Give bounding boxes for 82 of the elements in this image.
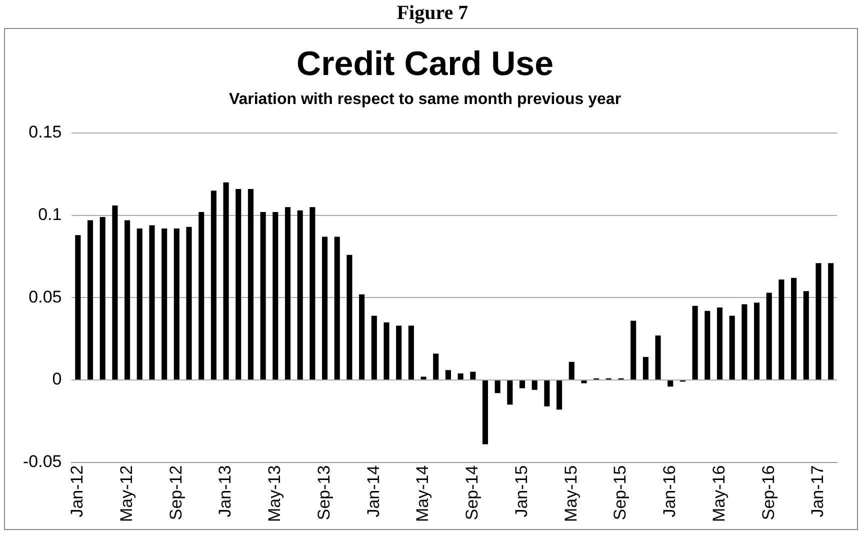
bar <box>433 354 439 380</box>
bar <box>112 205 118 380</box>
bar <box>544 380 550 406</box>
bar <box>692 306 698 380</box>
bar <box>272 212 278 380</box>
bar <box>174 228 180 380</box>
x-tick-label: May-12 <box>116 465 136 522</box>
bar <box>420 376 426 380</box>
x-tick-label: May-15 <box>561 465 580 522</box>
bar <box>581 380 587 384</box>
bar <box>778 280 784 380</box>
x-tick-label: Sep-15 <box>610 465 630 520</box>
bar <box>630 320 636 380</box>
bar <box>655 336 661 380</box>
bar <box>729 316 735 380</box>
x-tick-label: Jan-12 <box>68 465 87 518</box>
bar <box>100 216 106 380</box>
bar <box>828 263 834 380</box>
bar <box>260 212 266 380</box>
y-tick-label: 0.05 <box>28 287 62 306</box>
bar <box>642 356 648 380</box>
bar <box>766 292 772 380</box>
x-tick-label: Sep-14 <box>462 465 482 520</box>
bar <box>186 226 192 380</box>
bar <box>396 326 402 380</box>
bar <box>310 207 316 380</box>
x-tick-label: Jan-15 <box>512 465 531 518</box>
bar <box>816 263 822 380</box>
bar <box>322 236 328 380</box>
x-tick-label: Jan-16 <box>660 465 680 518</box>
bar <box>668 380 674 387</box>
bar <box>334 236 340 380</box>
bar <box>470 372 476 380</box>
y-tick-label: 0 <box>52 370 62 389</box>
bar <box>445 370 451 380</box>
bar <box>742 304 748 380</box>
bar <box>556 380 562 410</box>
bar <box>494 380 500 394</box>
bar <box>297 210 303 380</box>
y-tick-label: 0.1 <box>38 205 62 224</box>
bar <box>198 212 204 380</box>
bar <box>371 316 377 380</box>
bar <box>803 291 809 380</box>
x-tick-label: Jan-14 <box>364 465 383 518</box>
bar <box>87 220 94 380</box>
x-tick-label: Sep-12 <box>166 465 186 520</box>
y-tick-label: 0.15 <box>28 122 62 142</box>
caption: Figure 7 <box>396 1 470 26</box>
bar <box>136 228 142 380</box>
bar <box>507 380 513 405</box>
chart-title: Credit Card Use <box>296 44 554 83</box>
x-tick-label: Sep-16 <box>758 465 778 520</box>
bar <box>149 225 155 380</box>
bar <box>704 310 710 380</box>
bar <box>482 380 488 444</box>
bar <box>284 207 291 380</box>
bar <box>519 380 526 388</box>
bar <box>223 182 229 380</box>
bar <box>384 322 390 380</box>
x-tick-label: Jan-13 <box>216 465 235 518</box>
x-tick-label: May-14 <box>413 465 432 522</box>
bar <box>532 380 538 390</box>
bar <box>210 190 216 380</box>
bar <box>359 294 365 380</box>
x-tick-label: Jan-17 <box>808 465 828 518</box>
bar <box>346 254 352 380</box>
bar <box>754 302 760 380</box>
x-tick-label: May-13 <box>265 465 284 522</box>
bar <box>568 362 574 380</box>
bar <box>458 373 464 380</box>
bar <box>124 220 130 380</box>
y-tick-label: -0.05 <box>23 452 62 471</box>
x-tick-label: Sep-13 <box>314 465 334 520</box>
bar <box>408 326 414 380</box>
bar <box>236 188 242 380</box>
x-tick-label: May-16 <box>709 465 728 522</box>
bar <box>162 228 168 380</box>
bar <box>248 188 254 380</box>
bar <box>791 278 797 380</box>
chart-subtitle: Variation with respect to same month previous year <box>228 90 622 108</box>
bar <box>75 235 81 380</box>
bar <box>716 308 723 380</box>
